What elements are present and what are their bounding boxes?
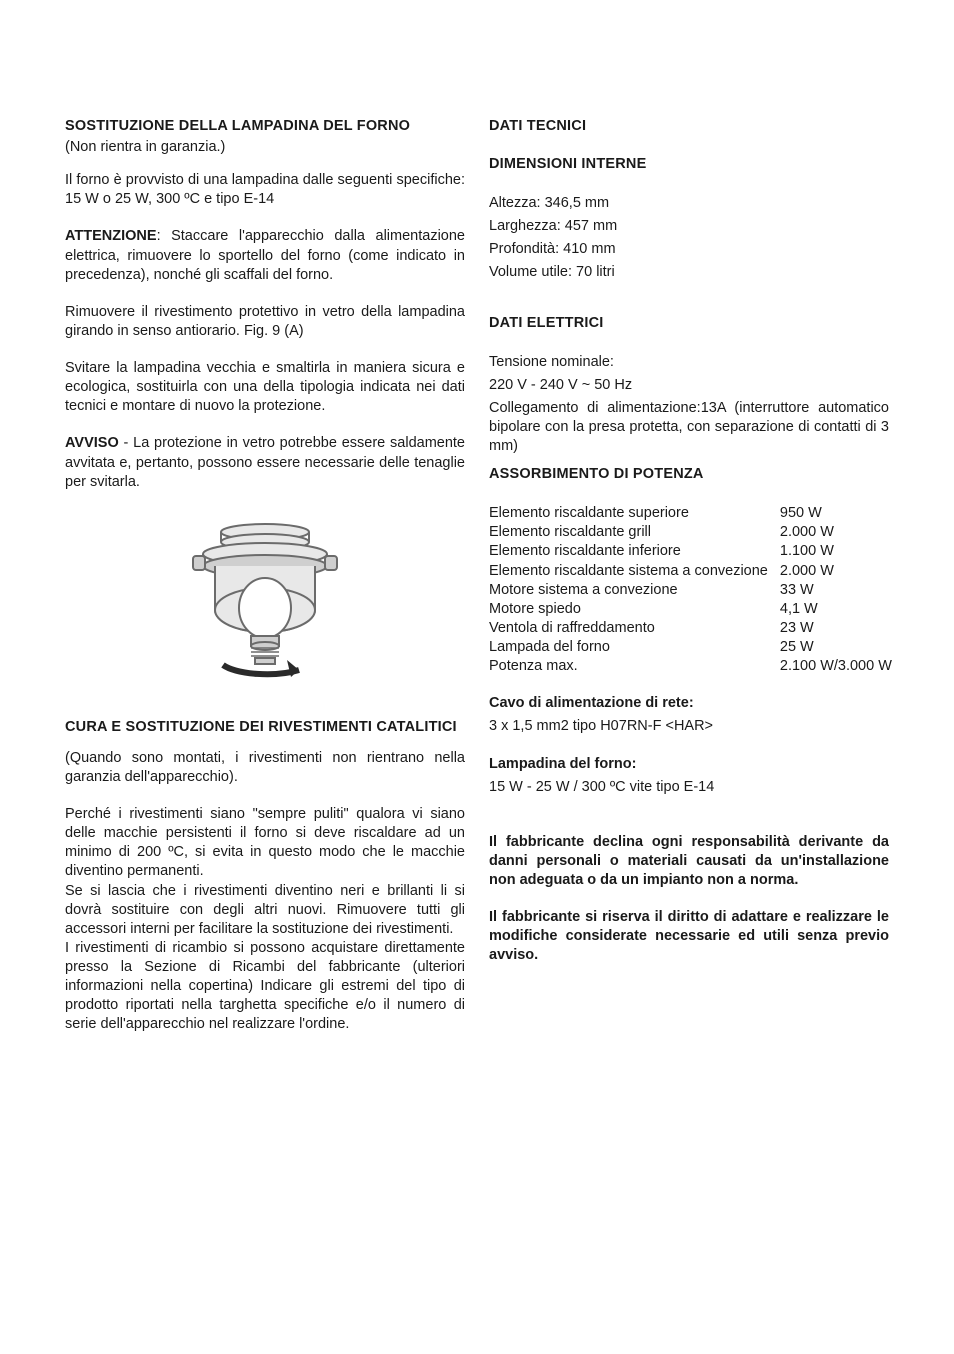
- attention-paragraph: ATTENZIONE: Staccare l'apparecchio dalla…: [65, 227, 465, 284]
- power-label: Ventola di raffreddamento: [489, 619, 768, 638]
- lamp-figure: [65, 510, 465, 695]
- power-label: Lampada del forno: [489, 638, 768, 657]
- heading-tech-data: DATI TECNICI: [489, 118, 889, 134]
- power-label: Motore spiedo: [489, 600, 768, 619]
- lamp-value: 15 W - 25 W / 300 ºC vite tipo E-14: [489, 778, 889, 797]
- heading-power: ASSORBIMENTO DI POTENZA: [489, 466, 889, 482]
- power-label: Elemento riscaldante sistema a convezion…: [489, 562, 768, 581]
- power-value: 2.000 W: [768, 523, 892, 542]
- power-value: 2.000 W: [768, 562, 892, 581]
- power-table: Elemento riscaldante superiore950 WEleme…: [489, 504, 892, 676]
- heading-electrical: DATI ELETTRICI: [489, 315, 889, 331]
- lamp-spec-intro: Il forno è provvisto di una lampadina da…: [65, 171, 465, 209]
- unscrew-instruction: Svitare la lampadina vecchia e smaltirla…: [65, 359, 465, 416]
- power-row: Elemento riscaldante superiore950 W: [489, 504, 892, 523]
- power-row: Lampada del forno25 W: [489, 638, 892, 657]
- power-row: Elemento riscaldante grill2.000 W: [489, 523, 892, 542]
- catalytic-para-4: I rivestimenti di ricambio si possono ac…: [65, 939, 465, 1035]
- column-right: DATI TECNICI DIMENSIONI INTERNE Altezza:…: [489, 118, 889, 1053]
- warranty-note: (Non rientra in garanzia.): [65, 138, 465, 157]
- remove-cover-instruction: Rimuovere il rivestimento protettivo in …: [65, 303, 465, 341]
- catalytic-para-2: Perché i rivestimenti siano "sempre puli…: [65, 805, 465, 882]
- notice-body: - La protezione in vetro potrebbe essere…: [65, 435, 465, 489]
- connection-info: Collegamento di alimentazione:13A (inter…: [489, 399, 889, 456]
- power-value: 23 W: [768, 619, 892, 638]
- cable-value: 3 x 1,5 mm2 tipo H07RN-F <HAR>: [489, 717, 889, 736]
- power-label: Potenza max.: [489, 657, 768, 676]
- notice-paragraph: AVVISO - La protezione in vetro potrebbe…: [65, 434, 465, 491]
- power-label: Elemento riscaldante grill: [489, 523, 768, 542]
- page-columns: SOSTITUZIONE DELLA LAMPADINA DEL FORNO (…: [65, 118, 889, 1053]
- power-label: Motore sistema a convezione: [489, 581, 768, 600]
- power-value: 1.100 W: [768, 542, 892, 561]
- power-label: Elemento riscaldante superiore: [489, 504, 768, 523]
- voltage-label: Tensione nominale:: [489, 353, 889, 372]
- heading-catalytic: CURA E SOSTITUZIONE DEI RIVESTIMENTI CAT…: [65, 719, 465, 735]
- disclaimer-1: Il fabbricante declina ogni responsabili…: [489, 833, 889, 890]
- power-value: 4,1 W: [768, 600, 892, 619]
- power-row: Ventola di raffreddamento23 W: [489, 619, 892, 638]
- heading-dimensions: DIMENSIONI INTERNE: [489, 156, 889, 172]
- attention-label: ATTENZIONE: [65, 228, 157, 244]
- power-value: 33 W: [768, 581, 892, 600]
- column-left: SOSTITUZIONE DELLA LAMPADINA DEL FORNO (…: [65, 118, 465, 1053]
- power-row: Motore sistema a convezione33 W: [489, 581, 892, 600]
- heading-lamp-replacement: SOSTITUZIONE DELLA LAMPADINA DEL FORNO: [65, 118, 465, 134]
- power-row: Motore spiedo4,1 W: [489, 600, 892, 619]
- voltage-value: 220 V - 240 V ~ 50 Hz: [489, 376, 889, 395]
- lamp-diagram-icon: [175, 510, 355, 690]
- power-value: 25 W: [768, 638, 892, 657]
- cable-heading: Cavo di alimentazione di rete:: [489, 694, 889, 713]
- power-row: Potenza max.2.100 W/3.000 W: [489, 657, 892, 676]
- catalytic-warranty: (Quando sono montati, i rivestimenti non…: [65, 749, 465, 787]
- dim-height: Altezza: 346,5 mm: [489, 194, 889, 213]
- dim-depth: Profondità: 410 mm: [489, 240, 889, 259]
- power-value: 950 W: [768, 504, 892, 523]
- disclaimer-2: Il fabbricante si riserva il diritto di …: [489, 908, 889, 965]
- dim-volume: Volume utile: 70 litri: [489, 263, 889, 282]
- notice-label: AVVISO: [65, 435, 119, 451]
- power-row: Elemento riscaldante sistema a convezion…: [489, 562, 892, 581]
- catalytic-para-3: Se si lascia che i rivestimenti diventin…: [65, 882, 465, 939]
- power-row: Elemento riscaldante inferiore1.100 W: [489, 542, 892, 561]
- power-value: 2.100 W/3.000 W: [768, 657, 892, 676]
- lamp-heading: Lampadina del forno:: [489, 755, 889, 774]
- dim-width: Larghezza: 457 mm: [489, 217, 889, 236]
- power-label: Elemento riscaldante inferiore: [489, 542, 768, 561]
